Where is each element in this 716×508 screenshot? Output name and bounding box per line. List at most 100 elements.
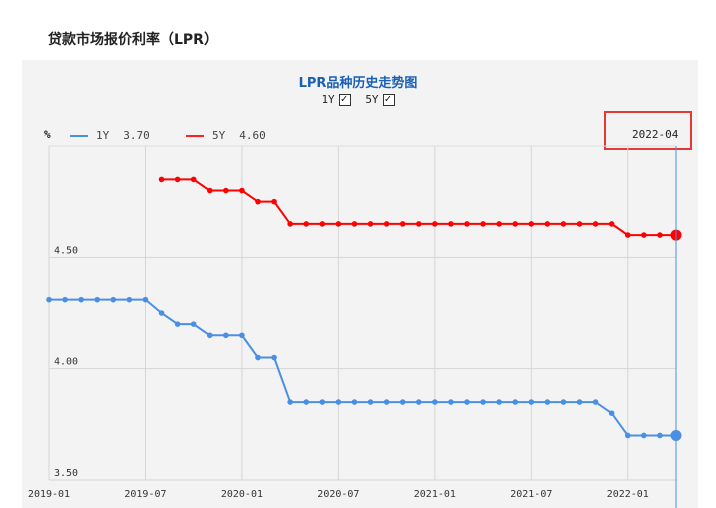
data-point-5y — [174, 176, 181, 183]
data-point-5y — [206, 187, 213, 194]
data-point-1y — [126, 296, 133, 303]
chart-title: LPR品种历史走势图 — [298, 76, 418, 91]
data-point-1y — [592, 399, 599, 405]
data-point-1y — [206, 332, 213, 339]
toggle-1y[interactable]: 1Y — [321, 92, 351, 106]
data-point-1y — [544, 399, 551, 405]
data-point-1y — [415, 399, 422, 405]
data-point-1y — [641, 432, 647, 439]
x-tick-label: 2021-01 — [414, 489, 456, 500]
legend-value-1y: 3.70 — [123, 129, 150, 142]
data-point-1y — [576, 399, 583, 405]
x-tick-label: 2019-01 — [28, 489, 70, 500]
data-point-1y — [158, 310, 165, 316]
series-toggles: 1Y 5Y — [0, 92, 716, 106]
cursor-date-label: 2022-04 — [632, 128, 679, 141]
data-point-1y — [351, 399, 358, 405]
legend-line-5y — [186, 135, 204, 137]
data-point-1y — [464, 399, 470, 405]
data-point-5y — [624, 232, 631, 238]
y-tick-label: 4.50 — [54, 245, 78, 256]
data-point-1y — [142, 296, 149, 303]
data-point-1y — [657, 432, 663, 439]
data-point-5y — [367, 221, 374, 227]
data-point-5y — [560, 221, 567, 227]
data-point-1y — [448, 399, 454, 405]
legend-item-1y[interactable]: 1Y 3.70 — [70, 129, 150, 142]
y-unit-label: % — [44, 128, 51, 141]
y-tick-label: 4.00 — [54, 357, 78, 368]
data-point-1y — [303, 399, 310, 405]
data-point-5y — [496, 221, 502, 227]
checkbox-1y[interactable] — [338, 92, 351, 106]
data-point-5y — [528, 221, 535, 227]
data-point-1y — [608, 410, 615, 417]
series-line-1y — [49, 298, 676, 437]
legend-name-5y: 5Y — [212, 129, 226, 142]
data-point-1y — [110, 296, 117, 303]
data-point-5y — [303, 221, 310, 227]
data-point-5y — [287, 221, 293, 227]
data-point-1y — [46, 296, 52, 303]
data-point-5y — [319, 221, 326, 227]
data-point-1y — [239, 332, 245, 339]
toggle-5y[interactable]: 5Y — [365, 92, 395, 106]
data-point-1y — [624, 432, 631, 439]
x-tick-label: 2020-01 — [221, 489, 263, 500]
data-point-1y — [335, 399, 342, 405]
data-point-1y — [174, 321, 181, 327]
data-point-5y — [399, 221, 406, 227]
data-point-5y — [383, 221, 390, 227]
x-tick-label: 2019-07 — [124, 489, 166, 500]
data-point-5y — [255, 198, 261, 205]
data-point-5y — [271, 198, 277, 205]
data-point-5y — [641, 232, 647, 238]
legend-name-1y: 1Y — [96, 129, 110, 142]
legend-item-5y[interactable]: 5Y 4.60 — [186, 129, 266, 142]
data-point-1y — [78, 296, 84, 303]
x-tick-label: 2022-01 — [607, 489, 649, 500]
legend-value-5y: 4.60 — [239, 129, 266, 142]
data-point-1y — [432, 399, 438, 405]
data-point-1y — [255, 354, 261, 361]
data-point-1y — [399, 399, 406, 405]
data-point-5y — [223, 187, 229, 194]
data-point-5y — [448, 221, 454, 227]
data-point-5y — [335, 221, 342, 227]
data-point-1y — [512, 399, 519, 405]
data-point-1y — [271, 354, 277, 361]
toggle-1y-label: 1Y — [321, 93, 335, 106]
data-point-1y — [223, 332, 229, 339]
data-point-1y — [528, 399, 535, 405]
data-point-5y — [576, 221, 583, 227]
data-point-1y — [383, 399, 390, 405]
data-point-1y — [94, 296, 101, 303]
y-tick-label: 3.50 — [54, 468, 78, 479]
data-point-5y — [608, 221, 615, 227]
data-point-1y — [560, 399, 567, 405]
checkbox-5y[interactable] — [382, 92, 395, 106]
page-title: 贷款市场报价利率（LPR） — [48, 32, 218, 48]
data-point-5y — [351, 221, 358, 227]
x-tick-label: 2021-07 — [510, 489, 552, 500]
data-point-5y — [512, 221, 519, 227]
data-point-5y — [657, 232, 663, 238]
chart-panel — [22, 60, 698, 508]
data-point-1y — [480, 399, 486, 405]
data-point-1y — [496, 399, 502, 405]
data-point-5y — [464, 221, 470, 227]
data-point-5y — [592, 221, 599, 227]
data-point-5y — [432, 221, 438, 227]
data-point-1y — [62, 296, 68, 303]
legend-line-1y — [70, 135, 88, 137]
data-point-5y — [480, 221, 486, 227]
data-point-1y — [287, 399, 293, 405]
data-point-5y — [190, 176, 197, 183]
data-point-5y — [239, 187, 245, 194]
x-tick-label: 2020-07 — [317, 489, 359, 500]
data-point-5y — [158, 176, 165, 183]
data-point-1y — [190, 321, 197, 327]
data-point-5y — [544, 221, 551, 227]
data-point-1y — [319, 399, 326, 405]
